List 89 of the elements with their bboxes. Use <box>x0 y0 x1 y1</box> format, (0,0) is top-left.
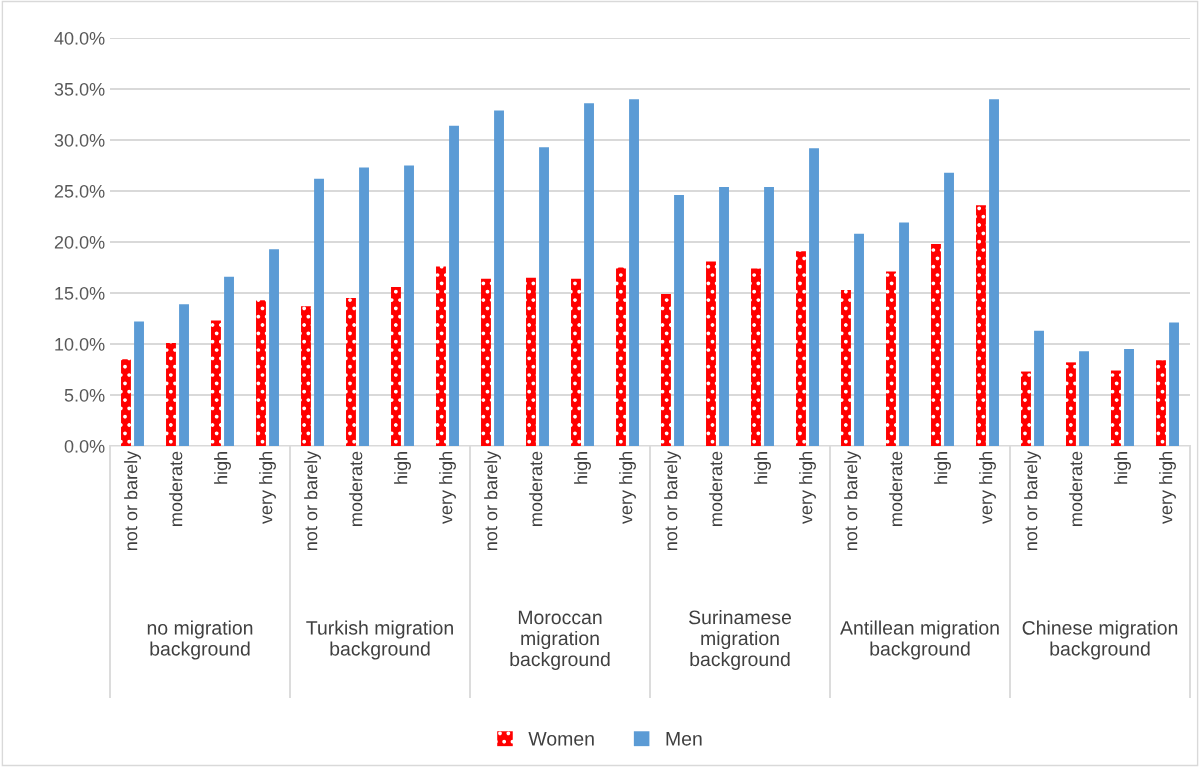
bar <box>976 205 986 446</box>
bar <box>404 165 414 446</box>
legend-label: Men <box>666 732 702 746</box>
y-tick-label: 10.0% <box>55 337 105 351</box>
x-tick-label: very high <box>1159 452 1176 525</box>
bar <box>526 277 536 446</box>
y-tick-label: 30.0% <box>54 133 105 147</box>
bar <box>1079 351 1089 446</box>
y-tick-label: 5.0% <box>64 388 105 402</box>
bar <box>301 306 311 446</box>
bar <box>1169 322 1179 446</box>
bar <box>751 268 761 446</box>
x-tick-label: not or barely <box>1024 450 1041 551</box>
bar <box>809 148 819 446</box>
bar <box>211 320 221 446</box>
y-tick-label: 0.0% <box>64 439 105 453</box>
bar <box>764 186 774 446</box>
y-tick-label: 25.0% <box>54 184 105 198</box>
y-tick-label: 40.0% <box>54 31 105 45</box>
bar <box>1111 370 1121 446</box>
bar <box>944 172 954 446</box>
x-tick-label: moderate <box>889 451 903 526</box>
x-tick-label: high <box>394 452 411 484</box>
bar <box>616 267 626 446</box>
bar <box>179 304 189 446</box>
bar <box>674 195 684 446</box>
bar <box>1156 360 1166 446</box>
text: Turkish migration background <box>306 620 453 660</box>
bar <box>269 249 279 446</box>
bar <box>256 300 266 446</box>
bar <box>854 233 864 446</box>
x-tick-label: very high <box>799 452 816 525</box>
bar <box>314 178 324 446</box>
x-tick-label: very high <box>979 452 996 525</box>
bar <box>886 271 896 446</box>
text: Chinese migration background <box>1022 620 1178 660</box>
x-tick-label: not or barely <box>844 450 861 551</box>
text: Moroccan migration background <box>510 610 610 671</box>
bar <box>931 244 941 446</box>
bar <box>224 276 234 446</box>
bar <box>584 103 594 446</box>
bar <box>1034 330 1044 446</box>
text: no migration background <box>147 620 253 660</box>
bar <box>539 147 549 446</box>
bar <box>166 342 176 446</box>
x-tick-label: moderate <box>709 451 723 526</box>
bar <box>841 289 851 446</box>
y-tick-label: 15.0% <box>55 286 105 300</box>
legend-label: Women <box>528 732 594 746</box>
x-tick-label: not or barely <box>124 450 141 551</box>
bar <box>989 99 999 446</box>
bar <box>719 186 729 446</box>
x-tick-label: moderate <box>1069 451 1083 526</box>
y-tick-label: 20.0% <box>54 235 105 249</box>
bar <box>796 251 806 446</box>
bar <box>449 125 459 446</box>
bar <box>629 99 639 446</box>
x-tick-label: very high <box>259 452 276 525</box>
bar <box>391 286 401 446</box>
bar <box>571 278 581 446</box>
bar <box>134 321 144 446</box>
bar <box>359 167 369 446</box>
bar <box>436 266 446 446</box>
bar <box>1021 371 1031 446</box>
bar <box>1124 349 1134 446</box>
text: Antillean migration background <box>840 620 999 660</box>
x-tick-label: high <box>934 452 951 484</box>
bar <box>481 278 491 446</box>
x-tick-label: not or barely <box>664 450 681 551</box>
x-tick-label: very high <box>439 452 456 525</box>
x-tick-label: high <box>1114 452 1131 484</box>
bar <box>494 110 504 446</box>
bar <box>661 294 671 446</box>
x-tick-label: not or barely <box>304 450 321 551</box>
text: Surinamese migration background <box>689 609 792 671</box>
x-tick-label: high <box>574 452 591 484</box>
bar <box>121 359 131 446</box>
y-tick-label: 35.0% <box>54 82 105 96</box>
x-tick-label: moderate <box>349 451 363 526</box>
x-tick-label: high <box>214 452 231 484</box>
x-tick-label: very high <box>619 452 636 525</box>
bar <box>706 261 716 446</box>
x-tick-label: not or barely <box>484 450 501 551</box>
x-tick-label: moderate <box>169 451 183 526</box>
bar <box>899 222 909 446</box>
bar <box>346 298 356 446</box>
x-tick-label: moderate <box>529 451 543 526</box>
bar <box>1066 362 1076 446</box>
x-tick-label: high <box>754 452 771 484</box>
